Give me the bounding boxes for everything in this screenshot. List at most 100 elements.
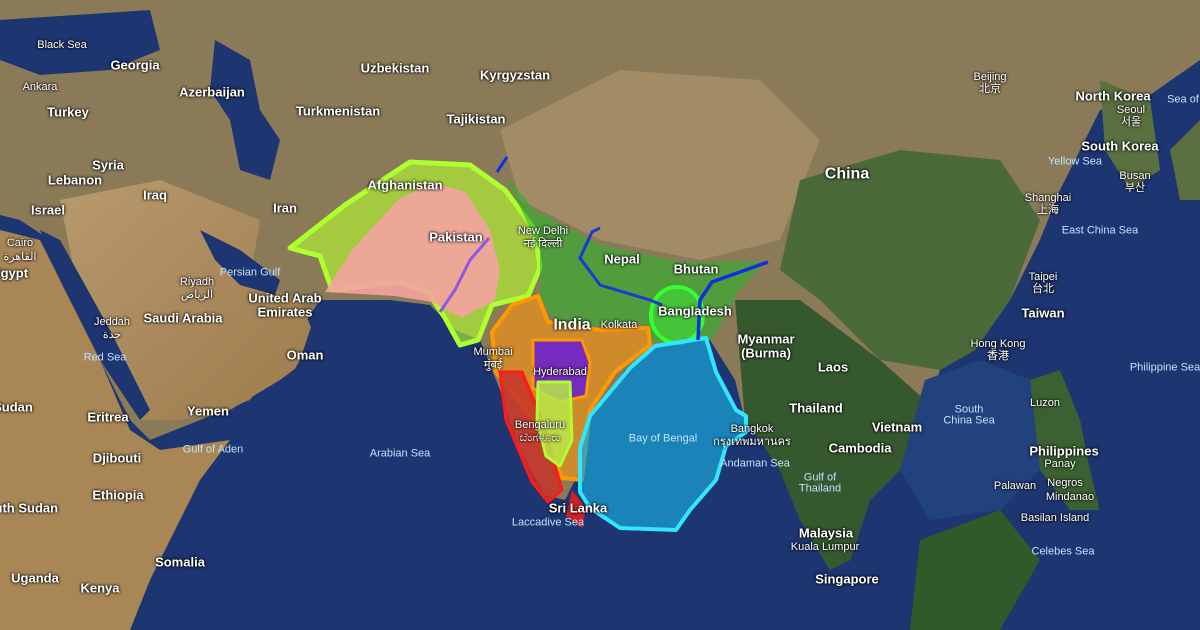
label-laccadive-sea: Laccadive Sea (511, 516, 585, 529)
label-pakistan: Pakistan (429, 229, 483, 245)
south-china-sea-water (900, 360, 1040, 520)
label-sudan: Sudan (0, 399, 33, 415)
caspian-sea (210, 40, 280, 180)
label-azerbaijan: Azerbaijan (179, 84, 245, 100)
label-eritrea: Eritrea (87, 409, 129, 425)
label-uae-2: Emirates (257, 304, 313, 320)
label-seoul-ko: 서울 (1120, 116, 1142, 128)
ganges-river (578, 226, 663, 307)
label-south-korea: South Korea (1081, 138, 1159, 154)
label-syria: Syria (92, 157, 124, 173)
label-negros: Negros (1047, 477, 1083, 489)
label-burma: (Burma) (741, 345, 791, 361)
label-arabian-sea: Arabian Sea (369, 447, 431, 460)
land-china-green (780, 150, 1040, 370)
region-west-coast[interactable] (498, 370, 564, 504)
label-cambodia: Cambodia (828, 440, 892, 456)
label-bangkok: Bangkok (730, 423, 774, 435)
label-tajikistan: Tajikistan (446, 111, 506, 127)
label-bay-of-bengal: Bay of Bengal (628, 432, 698, 445)
label-south-china-sea-2: China Sea (943, 414, 995, 427)
label-kyrgyzstan: Kyrgyzstan (479, 67, 551, 83)
land-southeast-asia (735, 300, 925, 570)
label-seoul: Seoul (1116, 104, 1146, 116)
label-south-sudan: South Sudan (0, 500, 59, 516)
region-sri-lanka[interactable] (566, 490, 586, 528)
region-pakistan[interactable] (325, 182, 500, 318)
label-jeddah: Jeddah (93, 316, 131, 328)
river-upper-indus (495, 156, 509, 173)
label-jeddah-ar: جدة (102, 329, 122, 341)
label-mumbai: Mumbai (473, 346, 513, 358)
label-afghanistan: Afghanistan (367, 177, 443, 193)
label-bhutan: Bhutan (673, 261, 719, 277)
label-new-delhi-hi: नई दिल्ली (523, 238, 563, 250)
label-bangkok-th: กรุงเทพมหานคร (713, 436, 791, 448)
region-karnataka[interactable] (535, 380, 574, 468)
label-yemen: Yemen (187, 403, 229, 419)
label-kuala-lumpur: Kuala Lumpur (790, 541, 860, 553)
label-cairo: Cairo (6, 237, 34, 249)
label-india: India (553, 316, 591, 334)
label-kenya: Kenya (80, 580, 120, 596)
label-oman: Oman (286, 347, 324, 363)
label-north-korea: North Korea (1075, 88, 1151, 104)
label-vietnam: Vietnam (871, 419, 923, 435)
label-israel: Israel (31, 202, 65, 218)
label-uganda: Uganda (11, 570, 59, 586)
label-yellow-sea: Yellow Sea (1047, 155, 1103, 168)
label-ethiopia: Ethiopia (92, 487, 144, 503)
label-luzon: Luzon (1030, 397, 1060, 409)
brahmaputra-river (696, 260, 769, 341)
label-somalia: Somalia (155, 554, 205, 570)
label-bengaluru-kn: ಬೆಂಗಳೂರು (519, 432, 561, 444)
label-myanmar: Myanmar (737, 331, 795, 347)
label-celebes-sea: Celebes Sea (1031, 545, 1095, 558)
label-turkmenistan: Turkmenistan (295, 103, 381, 119)
label-singapore: Singapore (815, 571, 879, 587)
label-nepal: Nepal (604, 251, 640, 267)
arabian-sea-water (160, 300, 545, 630)
land-borneo (910, 510, 1040, 630)
persian-gulf-water (200, 230, 280, 295)
label-bengaluru: Bengaluru (514, 419, 566, 431)
land-japan-korea (1100, 80, 1200, 200)
label-busan-ko: 부산 (1124, 182, 1146, 194)
label-persian-gulf: Persian Gulf (219, 266, 281, 279)
label-malaysia: Malaysia (798, 525, 854, 541)
label-beijing-zh: 北京 (979, 83, 1001, 95)
label-taipei: Taipei (1028, 271, 1058, 283)
label-lebanon: Lebanon (47, 172, 103, 188)
label-beijing: Beijing (973, 71, 1007, 83)
label-gulf-of-thailand: Gulf of (803, 471, 837, 484)
land-africa (0, 230, 230, 630)
label-hong-kong: Hong Kong (970, 338, 1026, 350)
label-uzbekistan: Uzbekistan (360, 60, 430, 76)
label-basilan-island: Basilan Island (1020, 512, 1090, 524)
label-china: China (824, 165, 870, 183)
label-new-delhi: New Delhi (517, 225, 569, 237)
label-sea-of: Sea of (1167, 93, 1199, 106)
label-hyderabad: Hyderabad (533, 366, 587, 378)
label-iraq: Iraq (143, 187, 167, 203)
label-red-sea: Red Sea (83, 351, 127, 364)
label-cairo-ar: القاهرة (3, 251, 37, 263)
region-bay-of-bengal[interactable] (578, 336, 748, 532)
ocean-east (1010, 190, 1200, 630)
label-philippine-sea: Philippine Sea (1129, 361, 1200, 374)
label-mindanao: Mindanao (1045, 491, 1095, 503)
label-iran: Iran (273, 200, 297, 216)
label-riyadh-ar: الرياض (180, 289, 214, 301)
label-taipei-zh: 台北 (1032, 283, 1054, 295)
label-panay: Panay (1044, 458, 1076, 470)
label-busan: Busan (1119, 170, 1151, 182)
label-palawan: Palawan (993, 480, 1037, 492)
label-south-china-sea: South (954, 403, 984, 416)
label-philippines: Philippines (1029, 443, 1099, 459)
label-kolkata: Kolkata (600, 319, 638, 331)
label-egypt: Egypt (0, 265, 29, 281)
land-tibet (500, 70, 820, 260)
label-laos: Laos (817, 359, 849, 375)
land-philippines (1030, 370, 1100, 510)
